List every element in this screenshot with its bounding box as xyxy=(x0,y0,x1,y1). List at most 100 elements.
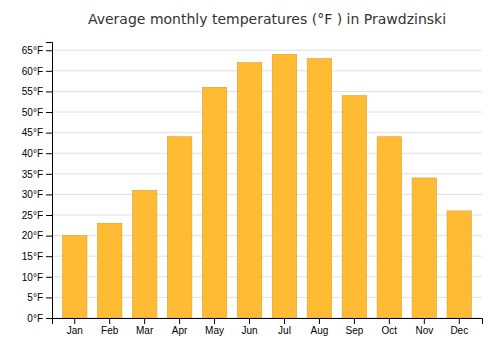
x-tick: Apr xyxy=(172,318,188,336)
y-tick: 45°F xyxy=(22,127,52,138)
x-tick-label: Dec xyxy=(450,325,468,336)
grid-line xyxy=(52,91,482,92)
y-tick-mark xyxy=(46,174,52,175)
x-tick-label: May xyxy=(205,325,224,336)
bar xyxy=(97,223,121,318)
bar xyxy=(272,54,296,318)
x-tick-label: Jun xyxy=(241,325,257,336)
bar xyxy=(62,236,86,318)
grid-line xyxy=(52,132,482,133)
x-tick-label: Feb xyxy=(101,325,119,336)
x-tick-label: Aug xyxy=(311,325,329,336)
y-tick-label: 55°F xyxy=(22,86,43,97)
x-tick-label: Jan xyxy=(67,325,83,336)
x-tick-mark xyxy=(284,318,285,324)
y-tick: 20°F xyxy=(22,230,52,241)
y-tick-mark xyxy=(46,277,52,278)
y-tick-label: 50°F xyxy=(22,107,43,118)
x-axis: Jan Feb Mar Apr May Jun Jul Aug Sep Oct Nov Dec xyxy=(53,318,483,336)
grid-line xyxy=(52,112,482,113)
y-tick: 0°F xyxy=(27,313,52,324)
bar xyxy=(412,178,436,318)
title: Average monthly temperatures (°F ) in Pr… xyxy=(88,11,446,27)
x-tick-mark xyxy=(459,318,460,324)
plot: Jan Feb Mar Apr May Jun Jul Aug Sep Oct Nov Dec 0°F 5… xyxy=(22,43,483,337)
x-tick-mark xyxy=(424,318,425,324)
y-tick-mark xyxy=(46,153,52,154)
x-tick-label: Jul xyxy=(278,325,291,336)
x-tick-label: Nov xyxy=(415,325,433,336)
y-tick: 55°F xyxy=(22,86,52,97)
y-tick: 5°F xyxy=(27,292,52,303)
y-tick-label: 35°F xyxy=(22,169,43,180)
y-axis: 0°F 5°F 10°F 15°F 20°F 25°F 30°F 35°F 40°F 45°F 50… xyxy=(22,43,53,324)
y-tick-label: 30°F xyxy=(22,189,43,200)
y-tick-mark xyxy=(46,50,52,51)
y-tick: 25°F xyxy=(22,210,52,221)
y-tick-label: 40°F xyxy=(22,148,43,159)
x-tick-label: Mar xyxy=(136,325,154,336)
y-tick-mark xyxy=(46,215,52,216)
y-tick: 65°F xyxy=(22,45,52,56)
x-tick: May xyxy=(205,318,224,336)
x-tick: Aug xyxy=(311,318,329,336)
y-tick-label: 10°F xyxy=(22,272,43,283)
x-tick-label: Oct xyxy=(382,325,398,336)
grid-line xyxy=(52,70,482,71)
x-tick-mark xyxy=(214,318,215,324)
x-tick: Dec xyxy=(450,318,468,336)
y-tick-label: 65°F xyxy=(22,45,43,56)
bars xyxy=(62,54,471,318)
x-tick-label: Apr xyxy=(172,325,188,336)
y-axis-line xyxy=(46,43,53,319)
bar xyxy=(167,137,191,318)
x-tick: Jan xyxy=(67,318,83,336)
y-tick-mark xyxy=(46,133,52,134)
bar xyxy=(447,211,471,318)
x-tick-mark xyxy=(249,318,250,324)
bar xyxy=(132,190,156,318)
y-tick: 50°F xyxy=(22,107,52,118)
x-tick: Sep xyxy=(345,318,363,336)
grid-line xyxy=(52,173,482,174)
bar xyxy=(377,137,401,318)
y-tick-label: 5°F xyxy=(27,292,43,303)
y-tick-mark xyxy=(46,318,52,319)
x-tick: Mar xyxy=(136,318,154,336)
y-tick: 35°F xyxy=(22,169,52,180)
y-tick: 40°F xyxy=(22,148,52,159)
x-tick-mark xyxy=(179,318,180,324)
x-tick-mark xyxy=(74,318,75,324)
x-tick: Feb xyxy=(101,318,119,336)
grid-line xyxy=(52,50,482,51)
x-tick: Nov xyxy=(415,318,433,336)
y-tick-label: 20°F xyxy=(22,230,43,241)
chart: Average monthly temperatures (°F ) in Pr… xyxy=(0,0,500,350)
y-tick-mark xyxy=(46,236,52,237)
bar xyxy=(237,63,261,318)
y-tick: 30°F xyxy=(22,189,52,200)
y-tick-mark xyxy=(46,91,52,92)
bar xyxy=(342,96,366,318)
grid xyxy=(52,50,482,318)
x-tick-mark xyxy=(389,318,390,324)
y-tick-mark xyxy=(46,71,52,72)
y-tick: 60°F xyxy=(22,66,52,77)
x-tick: Jun xyxy=(241,318,257,336)
y-tick-label: 45°F xyxy=(22,127,43,138)
y-tick-label: 15°F xyxy=(22,251,43,262)
y-tick-label: 0°F xyxy=(27,313,43,324)
x-axis-line xyxy=(53,319,483,325)
y-tick: 10°F xyxy=(22,272,52,283)
x-tick-mark xyxy=(319,318,320,324)
bar xyxy=(202,87,226,318)
x-tick-label: Sep xyxy=(345,325,363,336)
x-tick: Oct xyxy=(382,318,398,336)
y-tick-mark xyxy=(46,112,52,113)
y-tick-mark xyxy=(46,194,52,195)
y-tick-mark xyxy=(46,297,52,298)
grid-line xyxy=(52,153,482,154)
y-tick-label: 60°F xyxy=(22,66,43,77)
x-tick-mark xyxy=(144,318,145,324)
x-tick-mark xyxy=(109,318,110,324)
